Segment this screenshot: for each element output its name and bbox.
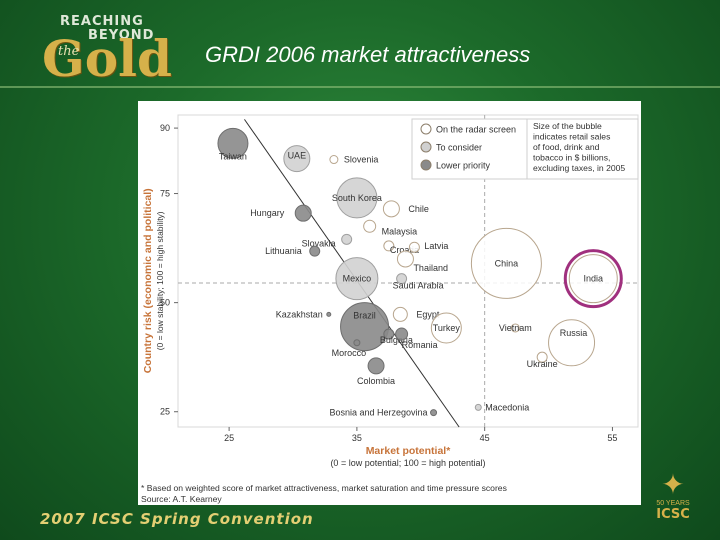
y-tick-label-50: 50	[160, 298, 170, 308]
bubble-label-uae: UAE	[288, 151, 307, 161]
bubble-chile	[382, 200, 400, 218]
bubble-morocco	[353, 339, 361, 347]
legend-label-on-the-radar-screen: On the radar screen	[436, 125, 516, 135]
bubble-kazakhstan	[326, 311, 332, 317]
bubble-label-ukraine: Ukraine	[527, 359, 558, 369]
bubble-label-hungary: Hungary	[250, 208, 285, 218]
legend-label-to-consider: To consider	[436, 143, 482, 153]
bubble-india	[568, 254, 618, 304]
bubble-brazil	[340, 302, 390, 352]
bubble-turkey	[430, 312, 462, 344]
bubble-label-chile: Chile	[408, 204, 429, 214]
legend-size-note-line-3: of food, drink and	[533, 142, 600, 152]
source-note: Source: A.T. Kearney	[141, 494, 222, 504]
bubble-vietnam	[510, 323, 520, 333]
legend-marker-to-consider	[420, 141, 432, 153]
x-tick-label-25: 25	[224, 433, 234, 443]
bubble-label-india: India	[584, 274, 604, 284]
bubble-label-lithuania: Lithuania	[265, 246, 302, 256]
y-axis-sublabel: (0 = low stability; 100 = high stability…	[155, 211, 165, 350]
legend-marker-on-the-radar-screen	[420, 123, 432, 135]
bubble-south-korea	[336, 177, 378, 219]
bubble-bulgaria	[383, 328, 395, 340]
bubble-label-croatia: Croatia	[390, 245, 419, 255]
bubble-label-turkey: Turkey	[433, 323, 461, 333]
bubble-ukraine	[536, 351, 548, 363]
bubble-saudi-arabia	[396, 273, 408, 285]
bubble-lithuania	[309, 245, 321, 257]
icsc-mark-icon: ✦	[661, 469, 685, 500]
legend-size-note-line-2: indicates retail sales	[533, 132, 610, 142]
y-tick-label-25: 25	[160, 407, 170, 417]
footnote: * Based on weighted score of market attr…	[141, 483, 507, 493]
bubble-label-colombia: Colombia	[357, 376, 395, 386]
bubble-label-mexico: Mexico	[343, 274, 372, 284]
x-tick-label-35: 35	[352, 433, 362, 443]
bubble-thailand	[396, 250, 414, 268]
x-tick-label-55: 55	[607, 433, 617, 443]
bubble-slovenia	[329, 155, 339, 165]
slide-title: GRDI 2006 market attractiveness	[205, 42, 531, 67]
bubble-label-morocco: Morocco	[332, 348, 367, 358]
bubble-label-bosnia-and-herzegovina: Bosnia and Herzegovina	[329, 408, 427, 418]
bubble-romania	[395, 327, 409, 341]
bubble-label-kazakhstan: Kazakhstan	[276, 309, 323, 319]
bubble-label-saudi-arabia: Saudi Arabia	[393, 281, 444, 291]
legend-box	[411, 118, 639, 180]
bubble-label-brazil: Brazil	[353, 311, 376, 321]
chart-panel: 25 35 45 55 25 50 75 90 Market potential* (0 = lo…	[138, 101, 641, 505]
y-axis-label: Country risk (economic and political)	[142, 188, 154, 373]
bubble-label-slovenia: Slovenia	[344, 155, 379, 165]
bubble-label-south-korea: South Korea	[332, 193, 382, 203]
bubble-label-latvia: Latvia	[424, 241, 448, 251]
bubble-label-vietnam: Vietnam	[499, 323, 532, 333]
bubble-slovakia	[341, 233, 353, 245]
x-tick-label-45: 45	[480, 433, 490, 443]
icsc-name: ICSC	[656, 507, 690, 522]
bubble-mexico	[335, 257, 379, 301]
bubble-label-romania: Romania	[402, 340, 438, 350]
bubble-croatia	[383, 240, 395, 252]
bubble-label-thailand: Thailand	[413, 263, 448, 273]
bubble-hungary	[294, 204, 312, 222]
logo-line2: BEYOND	[88, 28, 155, 43]
bubble-malaysia	[363, 219, 377, 233]
india-highlight-ring	[563, 249, 623, 309]
bubble-label-china: China	[495, 258, 519, 268]
icsc-years: 50 YEARS	[656, 500, 690, 507]
bubble-label-bulgaria: Bulgaria	[380, 335, 413, 345]
icsc-logo: ✦ 50 YEARS ICSC	[648, 470, 698, 532]
bubble-label-slovakia: Slovakia	[302, 238, 336, 248]
bubble-label-russia: Russia	[560, 328, 588, 338]
legend-marker-lower-priority	[420, 159, 432, 171]
footer-banner: 2007 ICSC Spring Convention	[40, 510, 314, 528]
bubble-china	[470, 227, 542, 299]
bubble-bosnia-and-herzegovina	[430, 409, 438, 417]
bubble-macedonia	[474, 403, 482, 411]
bubble-egypt	[392, 306, 408, 322]
y-tick-label-75: 75	[160, 189, 170, 199]
bubble-label-macedonia: Macedonia	[485, 402, 529, 412]
bubble-colombia	[367, 357, 385, 375]
bubble-label-malaysia: Malaysia	[382, 226, 418, 236]
logo-gold: Gold	[42, 29, 173, 88]
bubble-label-egypt: Egypt	[416, 309, 440, 319]
legend-size-note-line-5: excluding taxes, in 2005	[533, 163, 625, 173]
bubble-uae	[283, 145, 311, 173]
reaching-beyond-gold-logo: REACHING BEYOND Gold the	[40, 14, 173, 88]
x-axis-sublabel: (0 = low potential; 100 = high potential…	[330, 458, 485, 468]
legend-size-note-line-1: Size of the bubble	[533, 121, 602, 131]
legend-label-lower-priority: Lower priority	[436, 161, 491, 171]
bubble-label-taiwan: Taiwan	[219, 151, 247, 161]
legend-size-note-line-4: tobacco in $ billions,	[533, 153, 610, 163]
header-divider	[0, 86, 720, 88]
x-axis-label: Market potential*	[366, 445, 452, 457]
bubble-russia	[548, 319, 596, 367]
bubble-latvia	[408, 241, 420, 253]
logo-line1: REACHING	[60, 14, 144, 29]
y-tick-label-90: 90	[160, 123, 170, 133]
bubble-taiwan	[217, 127, 249, 159]
logo-the: the	[58, 44, 80, 59]
